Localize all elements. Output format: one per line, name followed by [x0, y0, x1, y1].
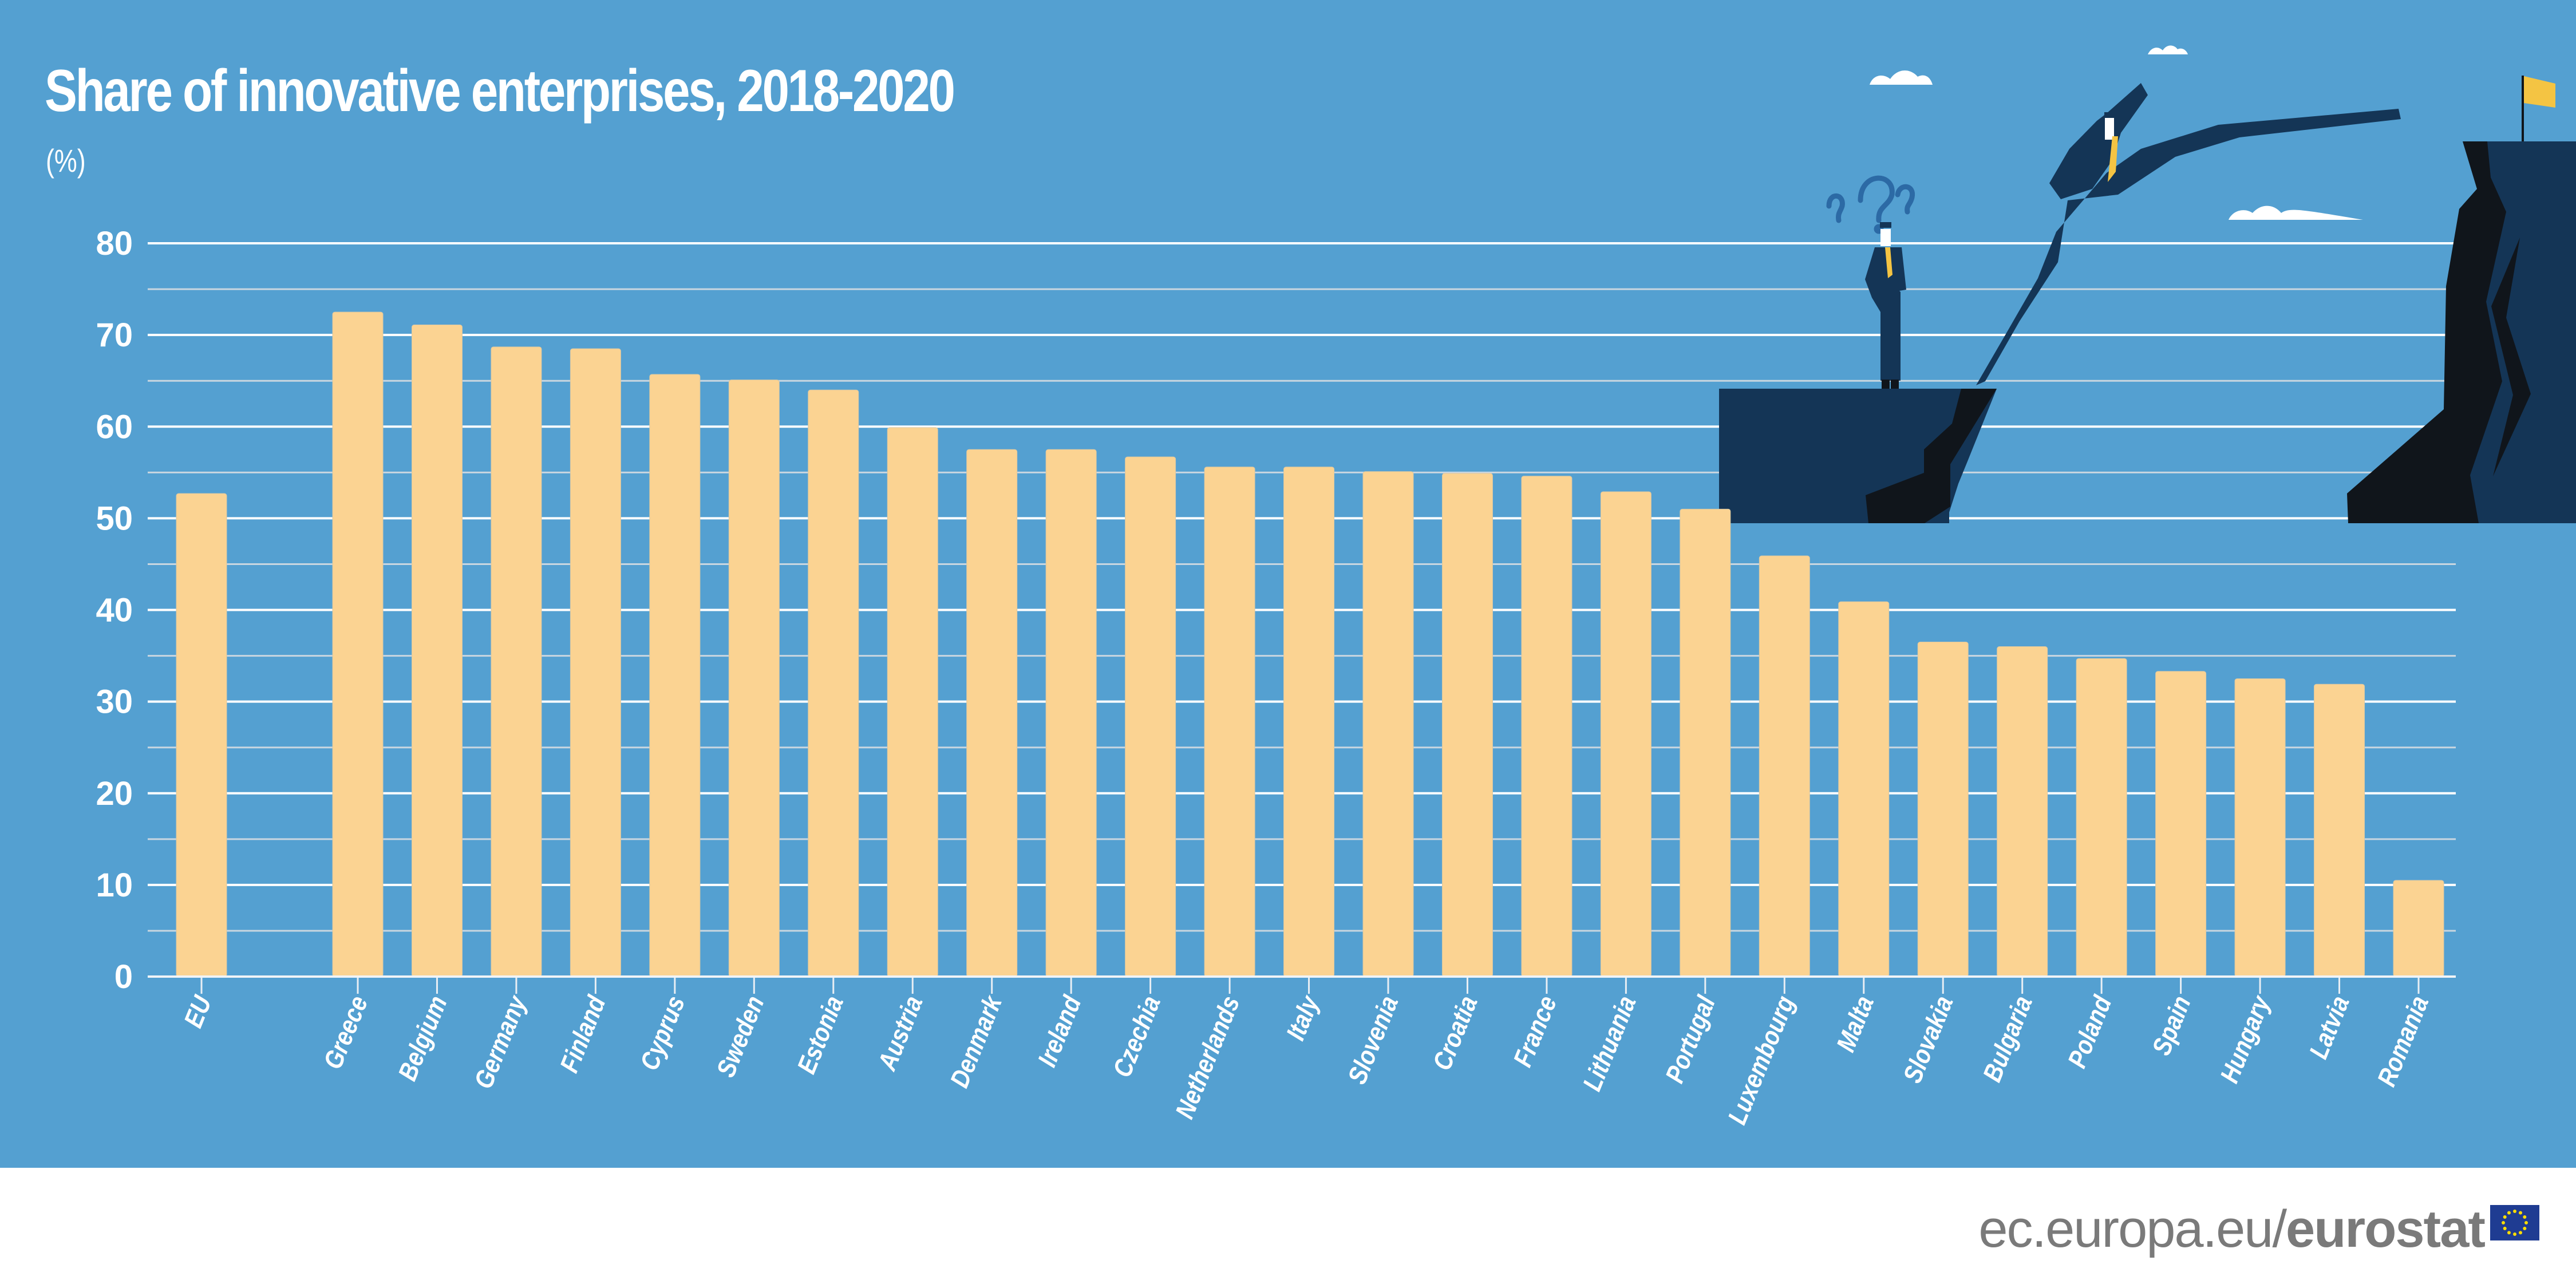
goal-flag-icon [2522, 76, 2555, 141]
y-axis-unit: (%) [46, 143, 86, 179]
bar-luxembourg [1759, 555, 1810, 977]
bar-czechia [1125, 456, 1176, 977]
x-tick-label: Cyprus [634, 992, 690, 1074]
eu-star [2502, 1221, 2505, 1224]
eu-star [2519, 1211, 2522, 1215]
x-tick-label: Bulgaria [1977, 992, 2038, 1086]
bar-denmark [966, 449, 1018, 977]
bar-slovakia [1917, 642, 1969, 977]
y-tick-label: 40 [96, 592, 133, 629]
bar-sweden [728, 380, 780, 977]
eu-flag-icon [2490, 1205, 2539, 1240]
bar-portugal [1680, 508, 1731, 977]
bar-estonia [808, 389, 859, 977]
bar-cyprus [649, 374, 701, 977]
bar-malta [1838, 601, 1890, 977]
x-tick-label: Sweden [711, 992, 770, 1081]
x-tick-label: Malta [1831, 992, 1879, 1056]
footer-url[interactable]: ec.europa.eu/eurostat [1978, 1199, 2486, 1259]
bar-hungary [2234, 678, 2286, 977]
y-axis-ticks: 0 10 20 30 40 50 60 70 80 [96, 225, 133, 995]
bar-bulgaria [1997, 646, 2048, 977]
bar-chart: 0 10 20 30 40 50 60 70 80 EU Greece Belgium Germany… [96, 45, 2576, 1129]
x-tick-label: Germany [468, 991, 532, 1093]
bar-poland [2076, 658, 2127, 977]
bar-spain [2155, 671, 2207, 977]
y-tick-label: 60 [96, 408, 133, 445]
eu-star [2513, 1210, 2516, 1213]
x-tick-label: Netherlands [1170, 992, 1246, 1123]
cloud-icon [1870, 70, 1933, 85]
bar-germany [491, 346, 542, 977]
eu-star [2524, 1221, 2528, 1224]
left-cliff-icon [1719, 389, 1997, 523]
bar-netherlands [1204, 467, 1255, 977]
x-tick-label: France [1508, 992, 1563, 1071]
bars [176, 311, 2444, 977]
footer-url-prefix: ec.europa.eu/ [1978, 1200, 2287, 1258]
thinking-businessman-icon [1865, 222, 1906, 389]
x-tick-label: Poland [2062, 991, 2117, 1072]
x-tick-label: Lithuania [1577, 992, 1642, 1095]
x-tick-label: Greece [318, 992, 374, 1073]
footer-url-brand: eurostat [2286, 1200, 2486, 1258]
x-axis [148, 975, 2456, 994]
chart-title: Share of innovative enterprises, 2018-20… [45, 58, 955, 124]
y-tick-label: 70 [96, 317, 133, 354]
x-tick-label: Luxembourg [1722, 992, 1801, 1129]
x-tick-label: Latvia [2304, 992, 2355, 1063]
y-tick-label: 0 [114, 958, 133, 995]
bar-belgium [411, 325, 463, 977]
question-marks-icon [1826, 175, 1915, 234]
x-tick-label: Slovakia [1898, 992, 1959, 1087]
bar-slovenia [1362, 471, 1414, 977]
bar-france [1521, 476, 1573, 977]
x-tick-label: Estonia [792, 992, 850, 1078]
x-axis-labels: EU Greece Belgium Germany Finland Cyprus Swede… [179, 991, 2435, 1129]
x-tick-label: Spain [2147, 992, 2197, 1060]
eu-star [2523, 1215, 2527, 1219]
x-tick-label: EU [179, 991, 218, 1032]
eu-star [2503, 1227, 2507, 1230]
bar-latvia [2314, 683, 2365, 977]
y-tick-label: 20 [96, 775, 133, 812]
x-tick-label: Italy [1281, 991, 1325, 1045]
x-tick-label: Slovenia [1342, 992, 1404, 1088]
x-tick-label: Romania [2372, 992, 2435, 1091]
x-tick-label: Hungary [2215, 991, 2277, 1087]
eu-star [2519, 1231, 2522, 1235]
bar-austria [887, 427, 938, 977]
y-tick-label: 80 [96, 225, 133, 262]
x-tick-label: Croatia [1427, 992, 1483, 1074]
x-tick-label: Denmark [945, 991, 1008, 1092]
y-tick-label: 50 [96, 500, 133, 537]
eu-star [2513, 1232, 2516, 1236]
bar-ireland [1045, 449, 1097, 977]
bar-croatia [1441, 473, 1493, 977]
bar-lithuania [1600, 491, 1652, 977]
y-tick-label: 10 [96, 867, 133, 904]
right-cliff-icon [2347, 141, 2576, 523]
eu-star [2507, 1231, 2511, 1235]
leaping-businessman-icon [1976, 83, 2401, 385]
x-tick-label: Austria [872, 992, 929, 1075]
bar-finland [570, 348, 621, 977]
bar-romania [2393, 880, 2444, 977]
x-tick-label: Belgium [393, 992, 453, 1085]
cloud-icon [2148, 45, 2188, 54]
eu-star [2503, 1215, 2507, 1219]
y-tick-label: 30 [96, 683, 133, 721]
x-tick-label: Czechia [1107, 992, 1166, 1081]
bar-eu [176, 493, 227, 977]
eu-star [2523, 1227, 2527, 1230]
x-tick-label: Ireland [1032, 991, 1087, 1071]
x-tick-label: Finland [554, 991, 611, 1077]
bar-greece [332, 311, 384, 977]
illustration [1719, 45, 2576, 523]
x-tick-label: Portugal [1660, 991, 1721, 1087]
cloud-icon [2229, 206, 2363, 220]
bar-italy [1283, 467, 1335, 977]
eu-star [2507, 1211, 2511, 1215]
